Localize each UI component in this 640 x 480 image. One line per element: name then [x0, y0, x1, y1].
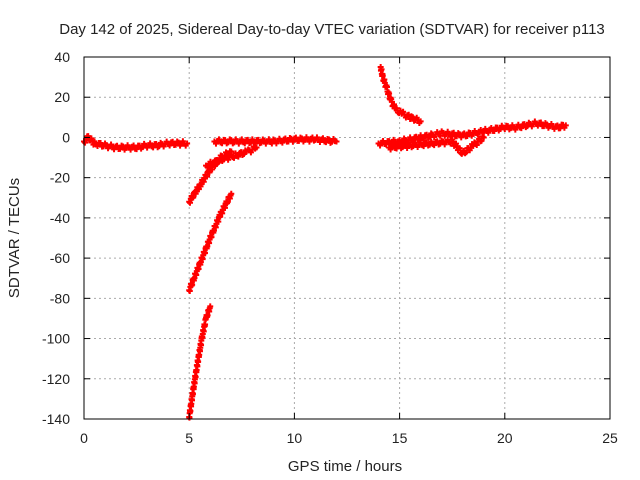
y-tick-label: -40 [50, 210, 70, 226]
plot-frame [83, 56, 611, 420]
data-point [478, 137, 485, 144]
data-point [417, 118, 424, 125]
sdtvar-evening-drop [377, 64, 424, 127]
data-point [258, 139, 265, 146]
data-point [91, 138, 98, 145]
x-tick-label: 20 [497, 430, 513, 446]
y-tick-label: 20 [54, 89, 70, 105]
x-tick-label: 15 [392, 430, 408, 446]
data-point [279, 139, 286, 146]
y-tick-label: -100 [42, 331, 70, 347]
data-point [204, 164, 211, 171]
data-point [184, 140, 191, 147]
y-tick-label: -80 [50, 290, 70, 306]
y-tick-label: -140 [42, 411, 70, 427]
data-point [474, 131, 481, 138]
x-tick-label: 10 [287, 430, 303, 446]
data-point [210, 161, 217, 168]
axis-ticks [83, 56, 611, 420]
data-point [407, 141, 414, 148]
data-point [298, 135, 305, 142]
y-tick-label: -60 [50, 250, 70, 266]
data-point [453, 133, 460, 140]
y-axis-label: SDTVAR / TECUs [6, 178, 23, 298]
sdtvar-midday-band [211, 134, 340, 147]
data-point [228, 190, 235, 197]
data-point [393, 105, 400, 112]
sdtvar-rise-b [203, 143, 260, 171]
data-point [480, 134, 487, 141]
data-point [396, 142, 403, 149]
sdtvar-late-band [375, 118, 569, 149]
x-tick-label: 25 [602, 430, 618, 446]
data-point [473, 141, 480, 148]
data-point [207, 303, 214, 310]
x-tick-label: 0 [80, 430, 88, 446]
data-point [333, 138, 340, 145]
y-tick-label: -120 [42, 371, 70, 387]
data-point [235, 153, 242, 160]
sdtvar-early-band [81, 133, 191, 153]
x-tick-label: 5 [185, 430, 193, 446]
data-point [420, 135, 427, 142]
data-point [253, 144, 260, 151]
grid-lines [84, 57, 610, 419]
data-point [400, 108, 407, 115]
x-axis-label: GPS time / hours [288, 458, 402, 475]
sdtvar-rise-c [186, 190, 235, 295]
chart-title: Day 142 of 2025, Sidereal Day-to-day VTE… [59, 21, 605, 38]
data-point [386, 138, 393, 145]
data-point [85, 133, 92, 140]
data-point [120, 143, 127, 150]
data-point [463, 149, 470, 156]
y-tick-label: 0 [62, 129, 70, 145]
data-point [521, 121, 528, 128]
axis-tick-labels: 0 5 10 15 20 25 40 20 0 -20 -40 -60 -80 -100 -120 -140 [42, 49, 618, 446]
data-point [82, 139, 89, 146]
data-point [485, 129, 492, 136]
sdtvar-rise-d [186, 303, 214, 421]
y-tick-label: -20 [50, 170, 70, 186]
data-point [423, 131, 430, 138]
data-point [206, 169, 213, 176]
data-point [562, 122, 569, 129]
data-points [81, 64, 569, 421]
data-point [153, 140, 160, 147]
y-tick-label: 40 [54, 49, 70, 65]
data-point [413, 133, 420, 140]
sdtvar-late-band-low [386, 133, 487, 157]
